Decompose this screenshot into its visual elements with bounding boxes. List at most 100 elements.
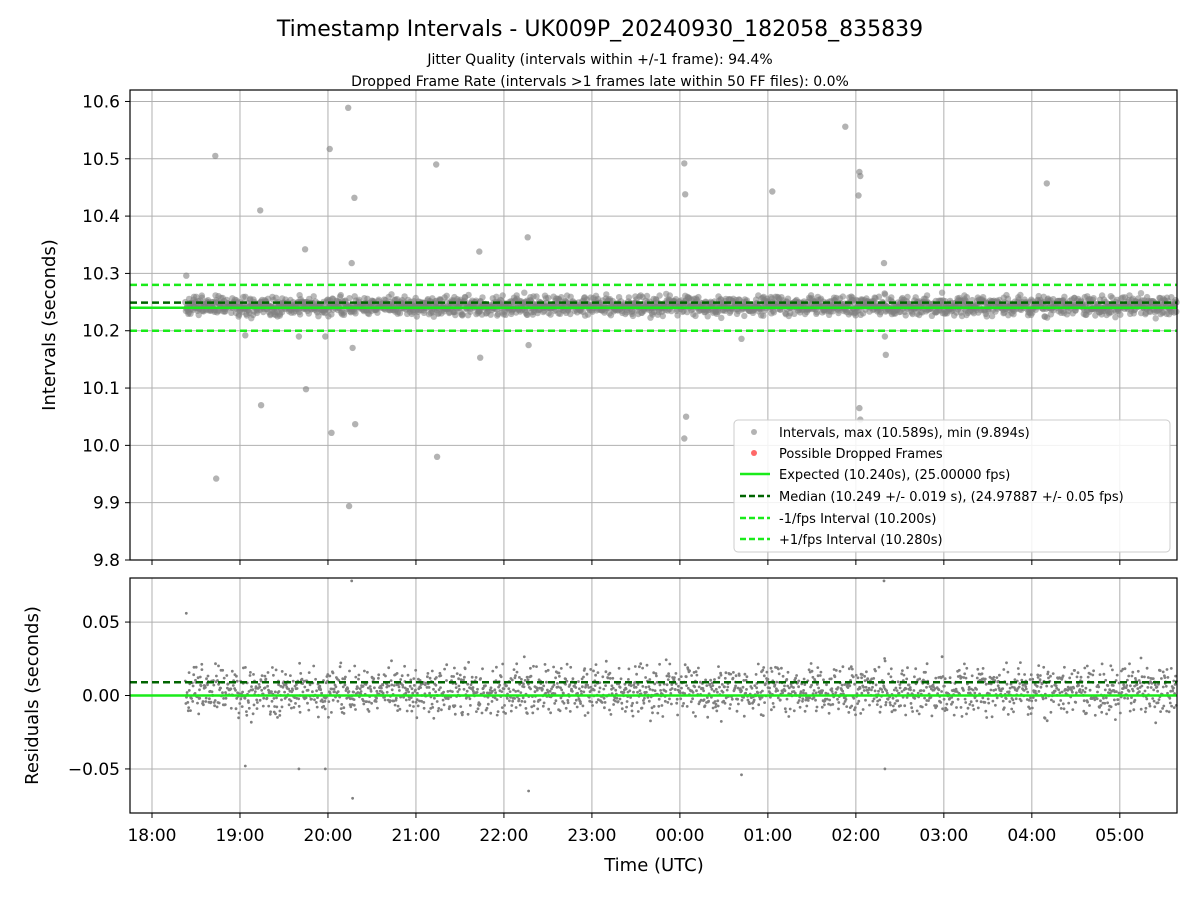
residual-point [963, 672, 967, 676]
residual-point [546, 668, 550, 672]
residual-point [875, 703, 879, 706]
interval-outlier-point [212, 152, 219, 160]
residual-point [1139, 656, 1143, 660]
residual-point [1019, 699, 1023, 703]
residual-point [1093, 698, 1097, 702]
residual-point [660, 704, 664, 707]
legend-label-median: Median (10.249 +/- 0.019 s), (24.97887 +… [779, 490, 1124, 505]
residual-point [280, 698, 283, 702]
residual-point [966, 706, 970, 710]
residual-point [990, 715, 994, 719]
residual-point [204, 700, 208, 703]
residual-point [340, 703, 344, 706]
residual-point [522, 685, 526, 689]
residual-point [466, 712, 470, 716]
residual-point [773, 683, 777, 687]
residual-point [452, 675, 455, 678]
residual-point [792, 709, 796, 713]
residual-point [1086, 675, 1090, 679]
residual-point [1005, 682, 1009, 686]
residual-point [913, 697, 917, 700]
residual-point [412, 684, 416, 687]
legend-label-expected: Expected (10.240s), (25.00000 fps) [779, 468, 1010, 483]
residual-point [865, 670, 868, 674]
interval-point [902, 312, 909, 319]
residual-point [1029, 712, 1033, 715]
residual-point [495, 713, 499, 717]
residual-point [902, 673, 906, 677]
residual-point [234, 688, 237, 692]
residual-point [1057, 703, 1061, 707]
residual-point [934, 676, 938, 680]
interval-outlier-point [769, 188, 776, 195]
residual-point [287, 703, 291, 707]
residual-point [814, 709, 818, 713]
x-tick-label: 22:00 [479, 826, 528, 846]
residual-point [762, 666, 766, 669]
residual-point [625, 705, 628, 709]
residual-point [291, 679, 295, 683]
residual-point [359, 690, 363, 693]
residual-point [485, 706, 489, 710]
residual-point [458, 688, 461, 691]
residual-point [1035, 685, 1039, 688]
interval-outlier-point [682, 413, 690, 420]
residual-point [594, 663, 598, 666]
residual-point [522, 682, 525, 686]
residual-point [1100, 710, 1104, 714]
residual-point [270, 699, 274, 703]
residual-point [975, 676, 979, 680]
residual-point [810, 683, 813, 687]
residual-point [582, 690, 586, 694]
chart-subtitle-jitter: Jitter Quality (intervals within +/-1 fr… [426, 52, 772, 68]
residual-point [809, 662, 813, 665]
residual-point [532, 664, 535, 668]
residuals-y-tick-label: 0.00 [82, 687, 120, 707]
residual-point [190, 697, 194, 700]
residual-point [1138, 681, 1142, 685]
residual-point [295, 687, 299, 690]
residual-point [862, 689, 866, 692]
residual-point [616, 700, 620, 703]
residual-point [370, 701, 373, 705]
interval-point [340, 311, 348, 318]
interval-point [1004, 295, 1012, 302]
residual-point [564, 706, 568, 710]
interval-outlier-point [257, 402, 265, 409]
residual-point [501, 662, 505, 666]
residual-point [453, 704, 457, 708]
residual-point [956, 697, 960, 701]
residual-point [253, 690, 257, 693]
residual-point [603, 701, 607, 704]
residual-point [716, 690, 719, 694]
residual-point [670, 687, 674, 690]
interval-outlier-point [856, 404, 863, 412]
residual-point [631, 714, 635, 718]
residual-point [1037, 664, 1041, 667]
residual-point [679, 691, 682, 695]
residual-point [1054, 684, 1058, 688]
residual-point [721, 690, 725, 694]
residual-point [1012, 701, 1016, 705]
residual-point [1136, 687, 1140, 690]
residual-point [322, 704, 326, 708]
residual-point [856, 676, 860, 680]
residual-point [734, 684, 737, 688]
residual-point [1132, 708, 1136, 712]
residual-point [1017, 685, 1021, 689]
residual-point [414, 700, 418, 704]
residual-point [445, 663, 449, 667]
residual-point [984, 709, 988, 713]
residual-point [853, 682, 856, 686]
residual-point [280, 705, 284, 709]
residual-point [276, 716, 279, 719]
residual-point [803, 683, 807, 686]
residual-point [624, 710, 627, 713]
residual-point [994, 688, 998, 691]
residual-point [1123, 667, 1127, 671]
residual-point [1152, 699, 1156, 703]
interval-point [545, 294, 552, 302]
residual-point [199, 684, 203, 688]
residual-point [245, 710, 248, 713]
residual-point [653, 689, 657, 693]
